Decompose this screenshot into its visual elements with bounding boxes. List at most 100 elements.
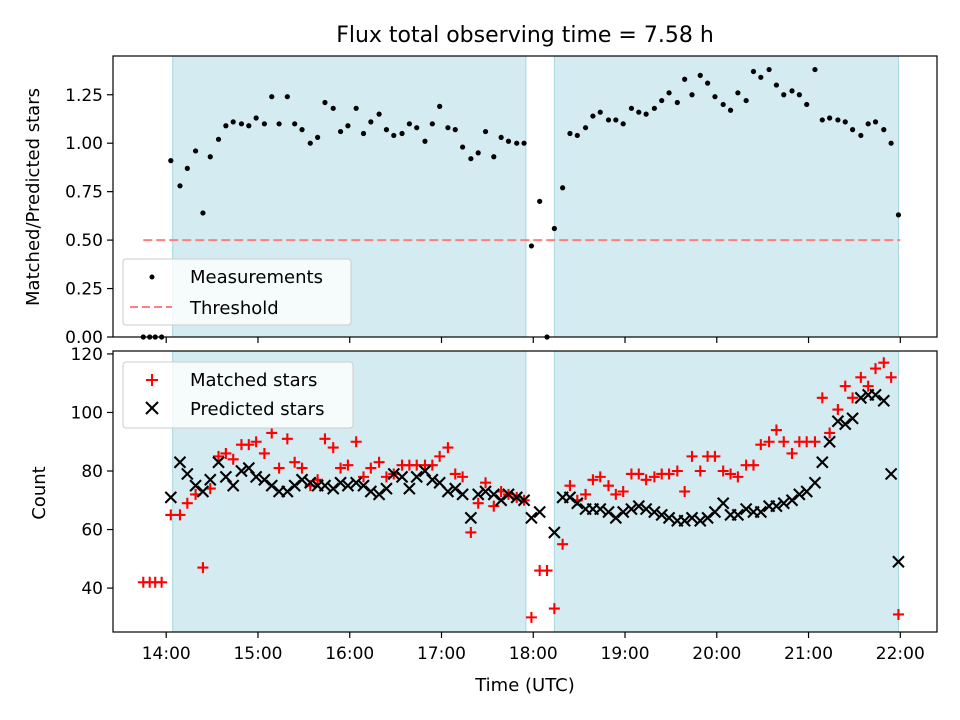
matched-stars-point-60 xyxy=(587,474,599,486)
matched-stars-point-92 xyxy=(832,404,844,416)
predicted-stars-point-3 xyxy=(181,467,194,481)
legend-label-measurements: Measurements xyxy=(190,267,323,288)
measurements-point-73 xyxy=(689,92,695,98)
predicted-stars-point-30 xyxy=(387,467,401,481)
bottom-panel-data-marks xyxy=(137,357,905,623)
matched-stars-point-89 xyxy=(809,436,821,448)
measurements-point-56 xyxy=(560,185,566,191)
bottom-panel-x-ticks: 14:00 15:00 16:00 17:00 18:00 19:00 20:00 21:00… xyxy=(142,632,925,664)
measurements-point-41 xyxy=(445,125,451,131)
x-tick-label: 17:00 xyxy=(417,644,466,664)
measurements-point-32 xyxy=(376,111,382,117)
measurements-point-24 xyxy=(315,134,321,140)
matched-stars-point-98 xyxy=(878,357,890,369)
predicted-stars-point-47 xyxy=(517,494,531,507)
predicted-stars-point-60 xyxy=(625,502,638,516)
matched-stars-point-59 xyxy=(580,488,592,500)
measurements-point-46 xyxy=(482,128,489,135)
measurements-point-20 xyxy=(284,94,290,100)
matched-stars-point-20 xyxy=(281,433,293,445)
matched-stars-point-17 xyxy=(258,447,270,459)
predicted-stars-point-52 xyxy=(563,491,577,504)
matched-stars-point-82 xyxy=(755,439,767,451)
predicted-stars-point-39 xyxy=(456,488,469,501)
chart-title: Flux total observing time = 7.58 h xyxy=(336,23,714,48)
measurements-point-23 xyxy=(307,140,313,146)
measurements-point-18 xyxy=(269,94,275,100)
predicted-stars-point-49 xyxy=(533,505,546,519)
y-tick-label: 0.00 xyxy=(65,328,103,348)
matched-stars-point-39 xyxy=(426,459,438,471)
measurements-point-77 xyxy=(720,101,726,108)
measurements-point-40 xyxy=(437,103,443,109)
predicted-stars-point-38 xyxy=(449,482,462,495)
measurements-point-86 xyxy=(789,88,795,94)
predicted-stars-point-94 xyxy=(884,467,898,481)
matched-stars-point-73 xyxy=(686,450,698,462)
measurements-point-52 xyxy=(528,243,535,249)
top-panel-legend: Measurements Threshold xyxy=(122,258,352,326)
matched-stars-point-7 xyxy=(181,497,193,509)
matched-stars-point-55 xyxy=(548,603,560,615)
predicted-stars-point-81 xyxy=(785,494,799,507)
y-tick-label: 1.00 xyxy=(65,134,103,154)
matched-stars-point-63 xyxy=(610,488,622,500)
measurements-point-26 xyxy=(330,105,336,111)
predicted-stars-point-40 xyxy=(464,511,478,525)
predicted-stars-point-10 xyxy=(235,464,248,478)
matched-stars-point-91 xyxy=(824,427,836,439)
measurements-point-37 xyxy=(414,125,420,131)
observing-interval-2 xyxy=(553,351,899,632)
matched-stars-point-57 xyxy=(564,480,576,492)
measurements-point-30 xyxy=(360,130,367,137)
measurements-point-95 xyxy=(858,132,864,139)
measurements-point-70 xyxy=(666,90,672,96)
predicted-stars-point-42 xyxy=(479,485,492,498)
x-tick-label: 19:00 xyxy=(601,644,650,664)
measurements-point-10 xyxy=(207,154,213,160)
matched-stars-point-62 xyxy=(603,480,615,492)
predicted-stars-point-88 xyxy=(838,417,852,431)
predicted-stars-point-46 xyxy=(510,491,523,504)
y-tick-label: 80 xyxy=(81,462,103,482)
measurements-point-43 xyxy=(460,144,466,150)
series-predicted-stars xyxy=(164,388,905,568)
x-tick-label: 18:00 xyxy=(509,644,558,664)
predicted-stars-point-65 xyxy=(662,511,676,525)
predicted-stars-point-87 xyxy=(831,415,845,428)
matched-stars-point-13 xyxy=(227,453,239,465)
x-tick-label: 20:00 xyxy=(692,644,741,664)
matched-stars-point-84 xyxy=(770,424,782,436)
predicted-stars-point-28 xyxy=(372,488,386,501)
measurements-point-49 xyxy=(505,138,512,144)
measurements-point-35 xyxy=(399,130,405,137)
matched-stars-point-67 xyxy=(640,474,652,486)
matched-stars-point-71 xyxy=(671,465,683,477)
measurements-point-47 xyxy=(491,154,497,160)
matched-stars-point-45 xyxy=(472,497,484,509)
matched-stars-point-61 xyxy=(594,471,606,483)
bottom-panel-y-ticks: 40 60 80 100 120 xyxy=(71,345,113,599)
matched-stars-point-81 xyxy=(747,459,759,471)
legend-frame xyxy=(122,361,354,429)
measurements-point-83 xyxy=(766,66,772,73)
predicted-stars-point-24 xyxy=(341,479,355,492)
matched-stars-point-5 xyxy=(165,509,177,521)
measurements-point-96 xyxy=(865,121,871,127)
y-tick-label: 100 xyxy=(71,403,103,423)
predicted-stars-point-26 xyxy=(357,479,370,492)
predicted-stars-point-23 xyxy=(334,476,347,489)
measurements-point-14 xyxy=(238,121,245,127)
measurements-point-90 xyxy=(819,117,825,123)
predicted-stars-point-7 xyxy=(212,455,225,469)
predicted-stars-point-75 xyxy=(739,502,753,516)
matched-stars-point-47 xyxy=(488,500,500,512)
y-tick-label: 1.25 xyxy=(65,86,103,106)
matched-stars-point-41 xyxy=(442,442,454,454)
predicted-stars-point-21 xyxy=(318,479,332,492)
legend-frame xyxy=(122,258,352,326)
measurements-point-68 xyxy=(651,105,657,111)
measurements-point-31 xyxy=(368,119,374,125)
predicted-stars-point-92 xyxy=(869,388,882,402)
